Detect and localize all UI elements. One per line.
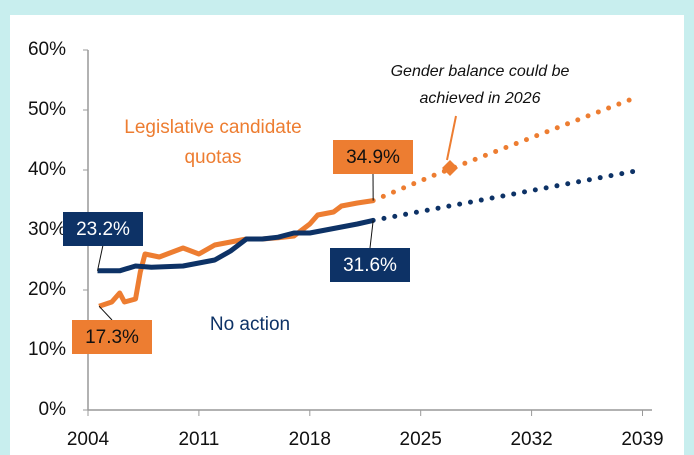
series-line (98, 198, 374, 309)
y-tick-label: 40% (28, 159, 66, 180)
series-label: Legislative candidate quotas (124, 117, 302, 168)
x-tick-label: 2018 (289, 429, 331, 450)
y-tick-label: 30% (28, 219, 66, 240)
value-label-box (63, 212, 143, 246)
label-connector (369, 220, 374, 249)
value-label: 31.6% (343, 255, 397, 276)
label-connector (98, 305, 113, 321)
annotation: Gender balance could be achieved in 2026 (390, 63, 570, 107)
y-tick-label: 20% (28, 279, 66, 300)
value-label-box (333, 140, 413, 174)
value-label-box (72, 320, 152, 354)
annotation-arrow (446, 115, 457, 161)
y-tick-label: 50% (28, 99, 66, 120)
y-tick-label: 60% (28, 39, 66, 60)
x-tick-label: 2025 (400, 429, 442, 450)
projection-line (370, 95, 638, 204)
value-label-box (330, 248, 410, 282)
x-tick-label: 2011 (178, 429, 219, 450)
projection-line (370, 168, 638, 223)
series-line (97, 217, 374, 274)
label-connector (97, 244, 104, 271)
value-label: 34.9% (346, 147, 400, 168)
x-tick-label: 2004 (67, 429, 110, 450)
y-tick-label: 10% (28, 339, 66, 360)
y-tick-label: 0% (39, 399, 67, 420)
x-tick-label: 2039 (621, 429, 663, 450)
value-label: 23.2% (76, 219, 130, 240)
series-label: No action (209, 314, 291, 335)
value-label: 17.3% (85, 327, 139, 348)
x-tick-label: 2032 (510, 429, 552, 450)
